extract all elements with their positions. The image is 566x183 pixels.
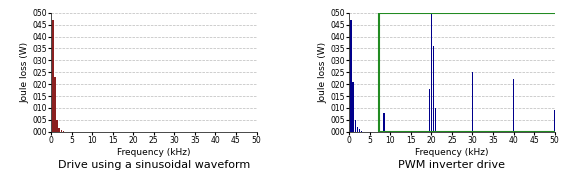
Text: PWM inverter drive: PWM inverter drive bbox=[398, 160, 505, 170]
Y-axis label: Joule loss (W): Joule loss (W) bbox=[319, 42, 328, 103]
Text: Drive using a sinusoidal waveform: Drive using a sinusoidal waveform bbox=[58, 160, 250, 170]
Bar bbox=[435, 108, 436, 132]
Bar bbox=[432, 46, 434, 132]
Bar bbox=[354, 120, 356, 132]
Bar bbox=[357, 127, 358, 132]
Bar bbox=[58, 128, 60, 132]
Bar bbox=[554, 110, 555, 132]
Bar bbox=[359, 129, 360, 132]
Bar bbox=[431, 13, 432, 132]
X-axis label: Frequency (kHz): Frequency (kHz) bbox=[117, 148, 191, 157]
Y-axis label: Joule loss (W): Joule loss (W) bbox=[20, 42, 29, 103]
X-axis label: Frequency (kHz): Frequency (kHz) bbox=[415, 148, 488, 157]
Bar bbox=[54, 77, 56, 132]
Bar bbox=[61, 130, 62, 132]
Bar bbox=[63, 131, 64, 132]
Bar bbox=[428, 89, 430, 132]
Bar bbox=[353, 82, 354, 132]
Bar bbox=[52, 20, 54, 132]
Bar bbox=[361, 131, 362, 132]
Bar bbox=[471, 72, 473, 132]
Bar bbox=[513, 79, 514, 132]
Bar bbox=[379, 13, 557, 132]
Bar bbox=[350, 20, 352, 132]
Bar bbox=[57, 120, 58, 132]
Bar bbox=[383, 113, 385, 132]
